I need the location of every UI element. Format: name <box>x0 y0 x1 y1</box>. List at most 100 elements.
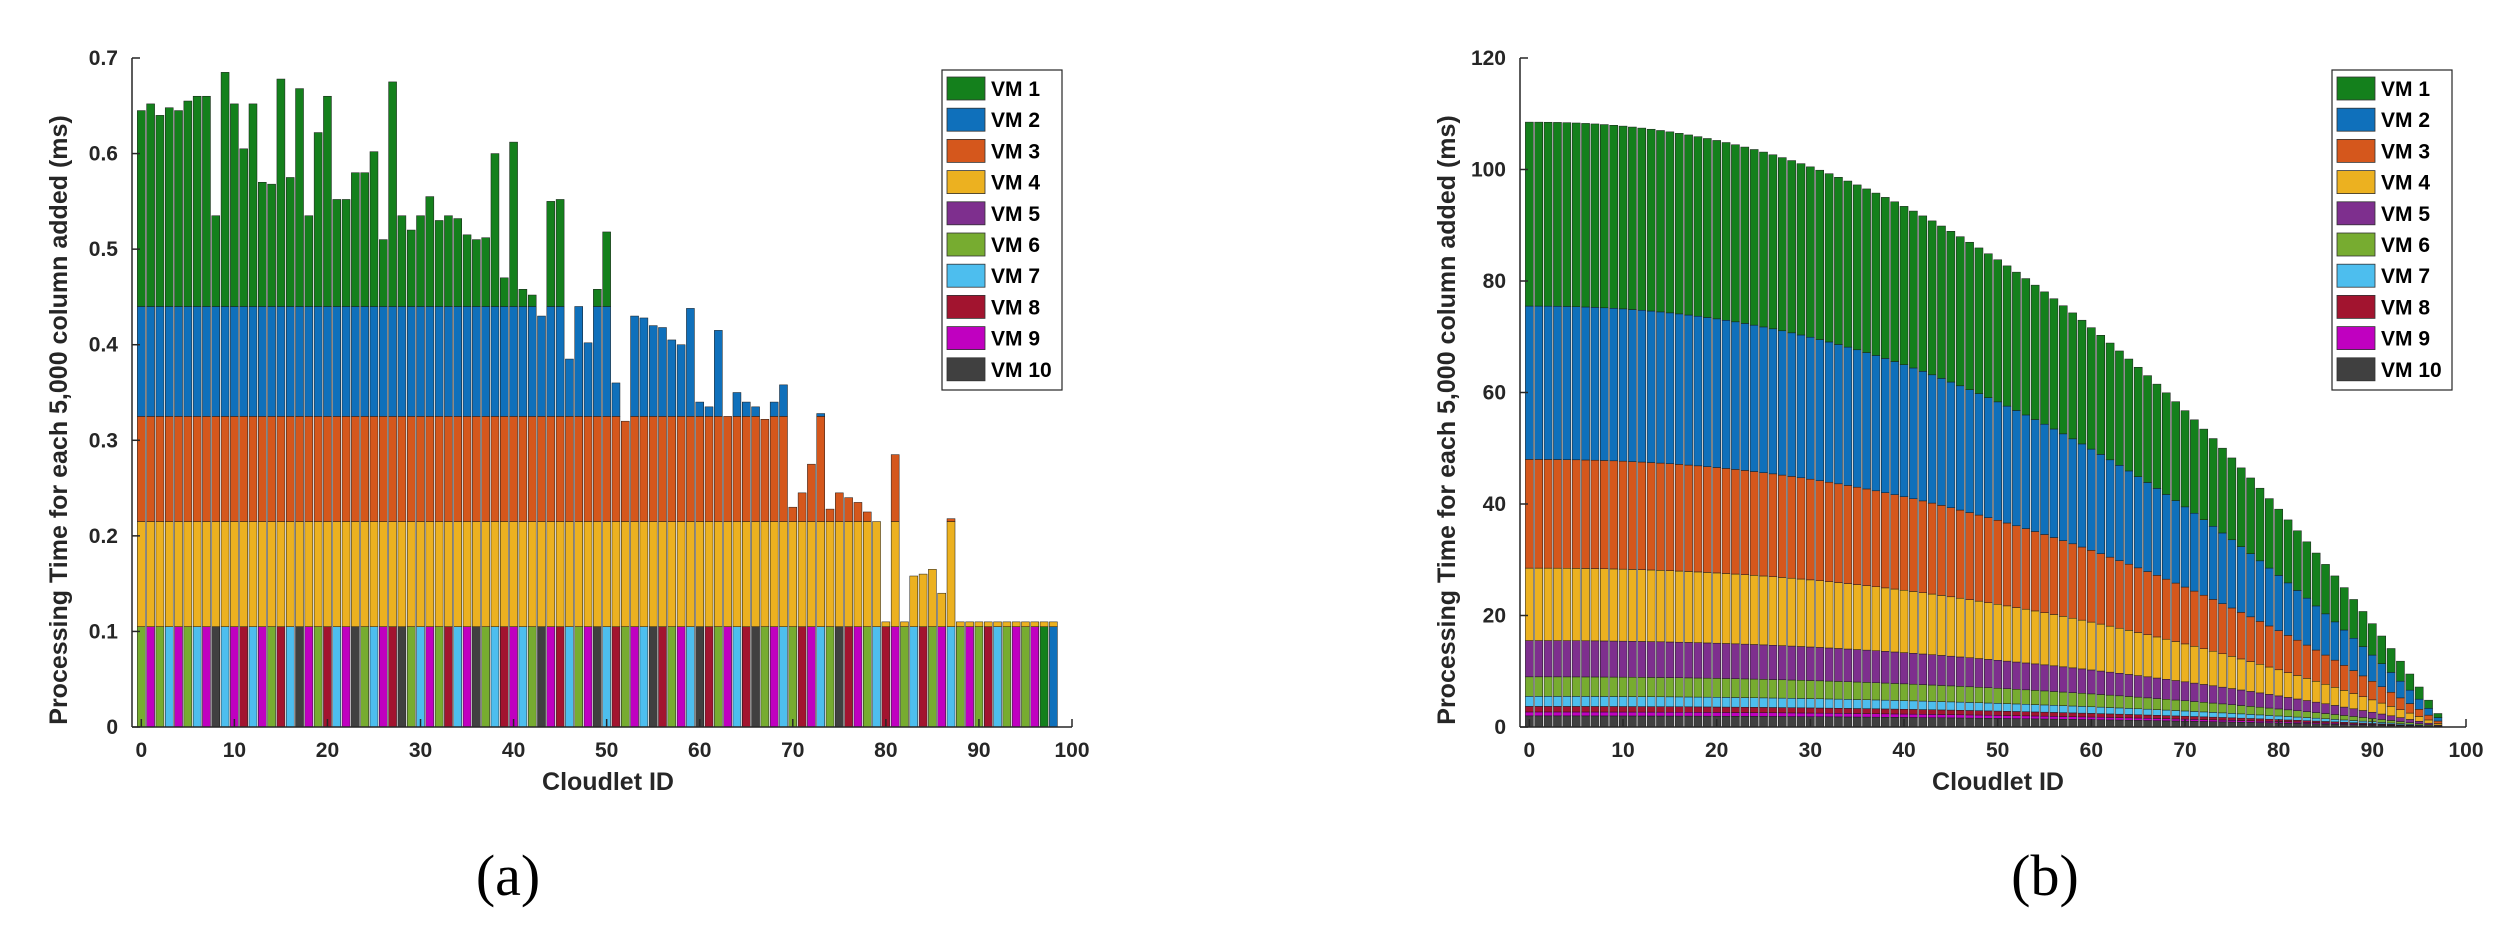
chart-b-bar-segment <box>1703 707 1711 712</box>
chart-b-bar-segment <box>1872 700 1880 709</box>
chart-a-bar-segment <box>966 622 974 627</box>
chart-a-bar-segment <box>435 220 443 306</box>
chart-b-bar-segment <box>1656 707 1664 712</box>
chart-b-bar-segment <box>2312 713 2320 719</box>
chart-b-bar-segment <box>2415 687 2423 699</box>
chart-a-legend: VM 1VM 2VM 3VM 4VM 5VM 6VM 7VM 8VM 9VM 1… <box>942 70 1062 390</box>
chart-a-legend-label: VM 9 <box>991 328 1040 351</box>
chart-a-bar-segment <box>342 306 350 416</box>
chart-a-bar-segment <box>370 306 378 416</box>
chart-b-bar-segment <box>1544 122 1552 306</box>
chart-a-bar-segment <box>677 345 685 417</box>
chart-a-legend-label: VM 1 <box>991 78 1040 101</box>
chart-b-legend-swatch <box>2337 77 2375 100</box>
chart-b-bar-segment <box>1703 138 1711 317</box>
chart-b-bar-segment <box>1750 716 1758 727</box>
chart-a-bar-segment <box>714 627 722 727</box>
chart-b-bar-segment <box>2275 709 2283 716</box>
chart-b-bar-segment <box>1535 712 1543 716</box>
chart-a-bar-segment <box>612 383 620 416</box>
chart-b-bar-segment <box>2425 708 2433 715</box>
chart-b-bar-segment <box>1825 713 1833 717</box>
chart-a-bar-segment <box>184 306 192 416</box>
chart-a-bar-segment <box>500 416 508 521</box>
chart-a-bar-segment <box>733 522 741 627</box>
chart-a-bar-segment <box>947 522 955 627</box>
chart-b-bar-segment <box>1741 323 1749 470</box>
chart-b-bar-segment <box>1909 709 1917 714</box>
chart-b-bar-segment <box>1525 122 1533 306</box>
chart-b-xlabel: Cloudlet ID <box>1932 768 2064 796</box>
chart-b-bar-segment <box>1966 390 1974 513</box>
chart-b-bar-segment <box>1759 713 1767 717</box>
chart-b-bar-segment <box>2144 718 2152 720</box>
chart-a-bar-segment <box>454 627 462 727</box>
chart-b-bar-segment <box>1778 717 1786 727</box>
chart-b-bar-segment <box>1937 505 1945 595</box>
chart-b-bar-segment <box>2181 587 2189 644</box>
chart-a-bar-segment <box>379 240 387 307</box>
chart-b-bar-segment <box>1647 129 1655 311</box>
chart-a-bar-segment <box>500 522 508 627</box>
chart-b-bar-segment <box>2321 655 2329 684</box>
chart-a-bar-segment <box>398 416 406 521</box>
chart-b-legend-label: VM 7 <box>2381 265 2430 288</box>
chart-b-bar-segment <box>2256 664 2264 693</box>
chart-a-legend-label: VM 2 <box>991 109 1040 132</box>
chart-b-bar-segment <box>1703 716 1711 727</box>
chart-a-legend-swatch <box>947 327 985 350</box>
chart-b-bar-segment <box>1863 489 1871 586</box>
chart-b-bar-segment <box>1769 698 1777 707</box>
chart-a-bar-segment <box>891 627 899 727</box>
chart-b-bar-segment <box>2012 716 2020 719</box>
chart-b-bar-segment <box>2162 721 2170 727</box>
chart-b-bar-segment <box>1591 307 1599 460</box>
chart-b-bar-segment <box>2321 684 2329 703</box>
chart-b-bar-segment <box>1741 470 1749 574</box>
chart-b-bar-segment <box>1656 130 1664 311</box>
chart-b-bar-segment <box>2078 717 2086 720</box>
chart-b-bar-segment <box>1834 648 1842 681</box>
chart-a-bar-segment <box>603 306 611 416</box>
chart-b-bar-segment <box>1638 712 1646 716</box>
chart-b-bar-segment <box>2209 712 2217 717</box>
chart-b-bar-segment <box>2181 716 2189 719</box>
chart-b-bar-segment <box>2237 718 2245 720</box>
chart-a-bar-segment <box>361 173 369 307</box>
chart-a-bar-segment <box>249 306 257 416</box>
chart-a-bar-segment <box>193 306 201 416</box>
chart-b-bar-segment <box>2087 713 2095 717</box>
chart-a-bar-segment <box>147 627 155 727</box>
chart-a-bar-segment <box>603 627 611 727</box>
chart-b-bar-segment <box>1872 491 1880 587</box>
chart-b-bar-segment <box>1666 707 1674 712</box>
chart-b-bar-segment <box>2097 554 2105 624</box>
chart-b-bar-segment <box>1675 716 1683 727</box>
chart-b-bar-segment <box>2303 645 2311 678</box>
chart-a-bar-segment <box>575 306 583 416</box>
chart-b-bar-segment <box>1984 711 1992 715</box>
chart-b-bar-segment <box>1769 329 1777 474</box>
chart-b-bar-segment <box>2228 705 2236 714</box>
chart-a-bar-segment <box>230 416 238 521</box>
chart-b-bar-segment <box>2003 704 2011 712</box>
chart-b-bar-segment <box>2425 700 2433 708</box>
chart-b-bar-segment <box>2181 711 2189 716</box>
chart-b-bar-segment <box>1891 589 1899 652</box>
chart-b-bar-segment <box>1900 714 1908 717</box>
chart-a-bar-segment <box>770 416 778 521</box>
chart-b-bar-segment <box>2125 708 2133 714</box>
chart-b-bar-segment <box>2087 670 2095 694</box>
chart-b-bar-segment <box>1797 647 1805 681</box>
chart-a-bar-segment <box>854 502 862 521</box>
chart-b-bar-segment <box>1853 717 1861 727</box>
chart-b-bar-segment <box>2284 673 2292 698</box>
chart-a-bar-segment <box>779 627 787 727</box>
chart-a-bar-segment <box>398 627 406 727</box>
chart-a-bar-segment <box>463 416 471 521</box>
chart-b-bar-segment <box>1619 309 1627 461</box>
chart-a-bar-segment <box>686 627 694 727</box>
chart-b-bar-segment <box>1638 570 1646 642</box>
chart-b-bar-segment <box>2097 717 2105 720</box>
chart-b-bar-segment <box>1909 717 1917 727</box>
